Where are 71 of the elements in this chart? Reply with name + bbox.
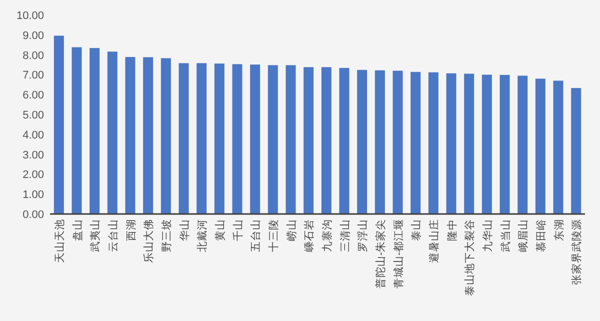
bar (160, 58, 171, 214)
y-tick-label: 7.00 (22, 70, 44, 82)
x-tick-label: 罗浮山 (356, 219, 370, 252)
bar (250, 64, 260, 214)
y-tick-label: 0.00 (22, 209, 44, 221)
bar (374, 70, 385, 214)
x-tick-label: 崂山 (284, 219, 298, 241)
bar (464, 74, 474, 214)
x-tick-label: 盘山 (70, 219, 84, 241)
bar (321, 67, 332, 214)
bar (232, 64, 242, 214)
x-tick-label: 普陀山-朱家尖 (374, 219, 387, 288)
bar (268, 65, 278, 214)
x-tick-label: 慕田峪 (534, 219, 548, 252)
y-tick-label: 6.00 (22, 90, 44, 102)
bar (107, 52, 118, 214)
y-tick-label: 2.00 (22, 169, 44, 182)
bar (339, 68, 350, 214)
bar (500, 74, 510, 214)
bar (482, 74, 492, 214)
x-tick-label: 乐山大佛 (142, 219, 156, 263)
y-tick-label: 9.00 (22, 30, 44, 42)
x-tick-label: 武夷山 (88, 219, 102, 252)
x-tick-label: 千山 (231, 219, 244, 241)
x-tick-label: 泰山地下大裂谷 (463, 219, 476, 296)
bar (90, 48, 100, 214)
bar (518, 76, 528, 214)
x-tick-label: 嵊石岩 (302, 219, 316, 252)
x-tick-label: 峨眉山 (516, 219, 530, 252)
bar (535, 78, 546, 214)
bar (125, 56, 136, 214)
x-tick-label: 三清山 (338, 219, 352, 252)
x-tick-label: 避暑山庄 (427, 219, 440, 263)
bar (304, 67, 314, 214)
bar (357, 70, 368, 214)
x-tick-label: 华山 (178, 219, 191, 241)
y-tick-label: 1.00 (22, 189, 44, 202)
bar (214, 64, 224, 214)
y-tick-label: 10.00 (16, 10, 44, 22)
x-tick-label: 九华山 (480, 219, 494, 252)
x-tick-label: 张家界武陵源 (570, 219, 584, 285)
x-tick-label: 黄山 (213, 219, 226, 241)
bar (392, 70, 403, 214)
bar (178, 63, 189, 214)
bar (196, 63, 207, 214)
bar (428, 72, 438, 214)
bar (286, 65, 296, 214)
bar (571, 88, 582, 214)
x-tick-label: 北戴河 (196, 219, 209, 252)
x-tick-label: 五台山 (249, 219, 262, 252)
x-tick-label: 武当山 (498, 219, 512, 252)
x-tick-label: 九寨沟 (320, 219, 334, 252)
bar (54, 36, 64, 214)
y-tick-label: 8.00 (22, 50, 44, 62)
bar (143, 57, 154, 214)
bar (446, 73, 456, 214)
x-tick-label: 隆中 (445, 219, 458, 241)
bar (553, 80, 564, 214)
y-tick-label: 4.00 (22, 129, 44, 142)
x-tick-label: 天山天池 (52, 219, 66, 263)
y-tick-label: 3.00 (22, 149, 44, 162)
x-tick-label: 野三坡 (160, 219, 173, 252)
bar (72, 47, 82, 214)
x-tick-label: 西湖 (125, 219, 138, 241)
bar (410, 72, 421, 214)
x-tick-label: 东湖 (552, 219, 566, 241)
x-tick-label: 云台山 (106, 219, 120, 252)
x-tick-label: 泰山 (410, 219, 423, 241)
x-tick-label: 青城山-都江堰 (392, 219, 405, 288)
x-tick-label: 十三陵 (266, 219, 280, 252)
y-tick-label: 5.00 (22, 110, 44, 122)
